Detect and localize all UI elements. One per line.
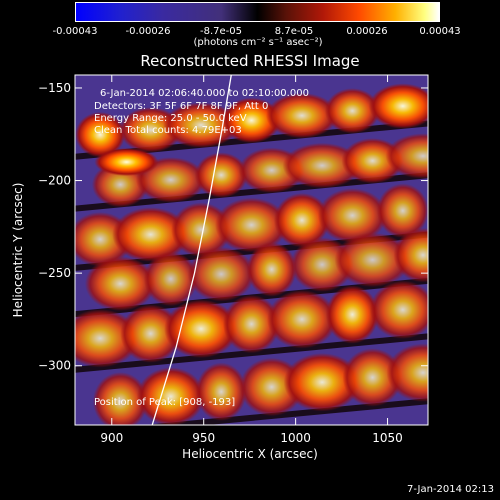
heatmap-blob: [385, 133, 428, 179]
heatmap-blob: [120, 304, 182, 363]
colorbar: [75, 2, 440, 22]
heatmap-blob: [136, 367, 205, 425]
colorbar-tick-label: 0.00043: [419, 26, 461, 37]
heatmap-blob: [195, 362, 247, 421]
heatmap-blob: [368, 83, 428, 129]
heatmap-blob: [246, 242, 297, 297]
heatmap-blob: [282, 142, 362, 189]
annotation-detectors: Detectors: 3F 5F 6F 7F 8F 9F, Att 0: [94, 101, 269, 112]
heatmap-blob: [171, 202, 232, 257]
x-tick-label: 1050: [372, 431, 403, 445]
annotation-time-range: 6-Jan-2014 02:06:40.000 to 02:10:00.000: [100, 88, 309, 99]
heatmap-blob: [215, 197, 288, 253]
chart-title: Reconstructed RHESSI Image: [140, 52, 360, 70]
heatmap-blob: [194, 152, 248, 198]
colorbar-tick-label: 0.00026: [346, 26, 388, 37]
x-tick-label: 950: [192, 431, 215, 445]
heatmap-blob: [283, 353, 361, 412]
heatmap-blob: [112, 207, 190, 262]
colorbar-tick-label: -0.00043: [52, 26, 98, 37]
heatmap-blob: [273, 193, 330, 248]
heatmap-blob: [376, 183, 428, 238]
heatmap-blob: [92, 372, 148, 425]
colorbar-units: (photons cm⁻² s⁻¹ asec⁻²): [193, 37, 323, 48]
heatmap-dark-lane: [144, 398, 428, 425]
y-tick-label: −150: [38, 81, 71, 95]
heatmap-blob: [325, 285, 379, 344]
annotation-clean: Clean Total counts: 4.79E+03: [94, 125, 242, 136]
heatmap-blob: [266, 290, 337, 349]
colorbar-tick-label: -0.00026: [125, 26, 171, 37]
heatmap-blob: [222, 97, 281, 144]
heatmap-blob: [393, 227, 428, 283]
x-axis-label: Heliocentric X (arcsec): [182, 447, 318, 461]
heatmap-blob: [324, 88, 380, 134]
solar-limb-line: [151, 75, 232, 425]
heatmap-blob: [317, 188, 387, 243]
heatmap-blob: [265, 92, 338, 139]
heatmap-image: [75, 75, 428, 425]
annotation-peak-position: Position of Peak: [908, -193]: [94, 397, 236, 408]
timestamp: 7-Jan-2014 02:13: [407, 484, 494, 495]
heatmap-blob: [143, 251, 198, 307]
y-tick-label: −250: [38, 266, 71, 280]
heatmap-blob: [187, 246, 255, 302]
colorbar-tick-label: 8.7e-05: [274, 26, 314, 37]
x-tick-label: 900: [100, 431, 123, 445]
heatmap-blob: [342, 348, 403, 407]
heatmap-blob: [84, 256, 156, 311]
y-axis-label: Heliocentric Y (arcsec): [11, 182, 25, 318]
heatmap-blob: [75, 111, 126, 158]
heatmap-peak: [94, 148, 159, 177]
heatmap-blob: [386, 343, 428, 402]
plot-frame: [74, 74, 429, 426]
heatmap-blob: [164, 299, 239, 359]
colorbar-tick-label: -8.7e-05: [200, 26, 242, 37]
x-tick-label: 1000: [280, 431, 311, 445]
annotation-energy: Energy Range: 25.0 - 50.0 keV: [94, 113, 247, 124]
heatmap-blob: [369, 280, 428, 339]
heatmap-blob: [334, 232, 411, 288]
y-tick-label: −200: [38, 174, 71, 188]
heatmap-blob: [223, 294, 280, 354]
y-tick-label: −300: [38, 359, 71, 373]
